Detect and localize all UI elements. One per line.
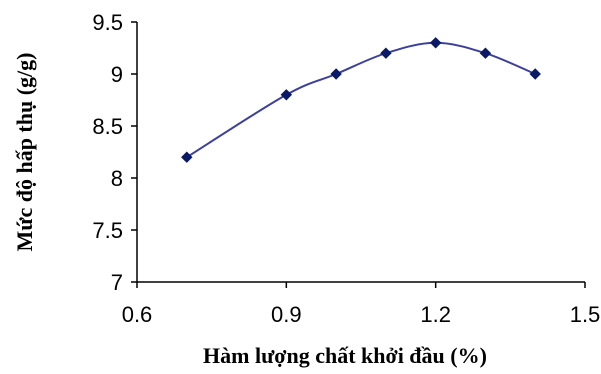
y-tick-label: 7.5 bbox=[92, 218, 123, 243]
data-point bbox=[181, 151, 193, 163]
plot-area bbox=[181, 37, 541, 163]
y-axis-title: Mức độ hấp thụ (g/g) bbox=[12, 53, 37, 252]
x-tick-label: 0.9 bbox=[271, 302, 302, 327]
data-point bbox=[429, 37, 442, 49]
x-tick-label: 1.2 bbox=[420, 302, 451, 327]
data-point bbox=[529, 68, 541, 80]
data-point bbox=[280, 89, 293, 101]
axes bbox=[136, 22, 585, 283]
x-axis-title: Hàm lượng chất khởi đầu (%) bbox=[203, 343, 487, 368]
y-tick-label: 8.5 bbox=[92, 114, 123, 139]
y-tick-label: 7 bbox=[111, 270, 123, 295]
y-tick-label: 8 bbox=[111, 166, 123, 191]
x-tick-label: 1.5 bbox=[570, 302, 601, 327]
y-ticks: 7 7.5 8 8.5 9 9.5 bbox=[92, 10, 137, 295]
data-point bbox=[479, 47, 492, 59]
series-line bbox=[186, 41, 536, 159]
x-ticks: 0.6 0.9 1.2 1.5 bbox=[122, 282, 601, 327]
data-point bbox=[330, 68, 342, 80]
y-tick-label: 9 bbox=[111, 62, 123, 87]
data-point bbox=[380, 47, 392, 59]
y-tick-label: 9.5 bbox=[92, 10, 123, 35]
x-tick-label: 0.6 bbox=[122, 302, 153, 327]
